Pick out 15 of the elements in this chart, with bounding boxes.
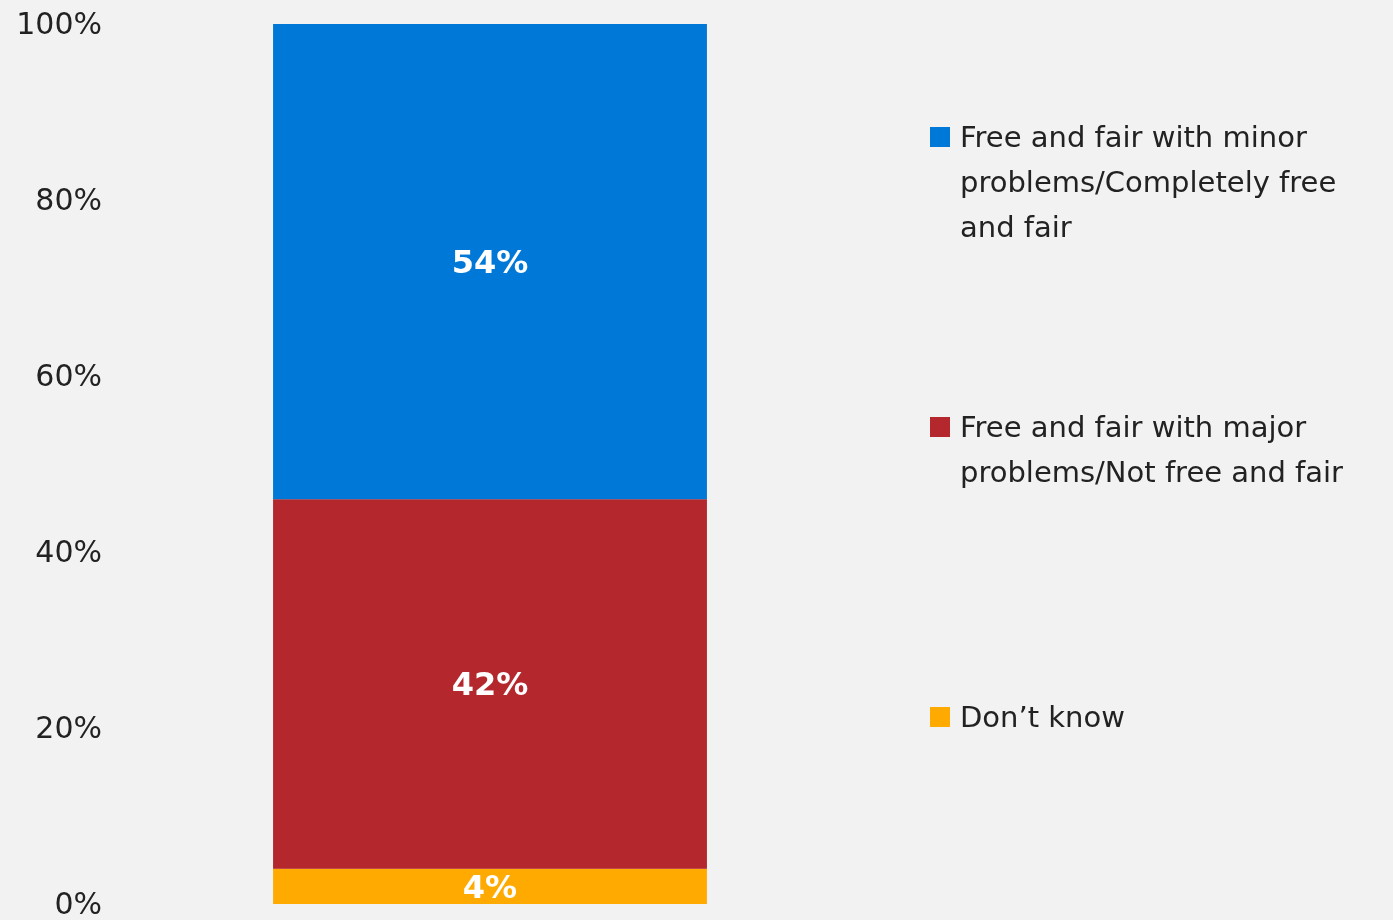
y-tick-label: 60% (35, 358, 102, 394)
y-tick-label: 40% (35, 534, 102, 570)
y-tick-label: 100% (16, 6, 102, 42)
data-label: 54% (451, 242, 529, 281)
data-label: 42% (451, 665, 529, 704)
bar (273, 499, 707, 869)
legend-label: Free and fair with minor problems/Completely free and fair (960, 120, 1337, 245)
y-tick-label: 20% (35, 710, 102, 746)
legend-label: Don’t know (960, 700, 1125, 735)
y-tick-label: 0% (54, 886, 102, 920)
y-tick-label: 80% (35, 182, 102, 218)
data-label: 4% (462, 867, 518, 906)
bar (273, 868, 707, 904)
bar (273, 24, 707, 500)
legend-label: Free and fair with major problems/Not free and fair (960, 410, 1344, 490)
